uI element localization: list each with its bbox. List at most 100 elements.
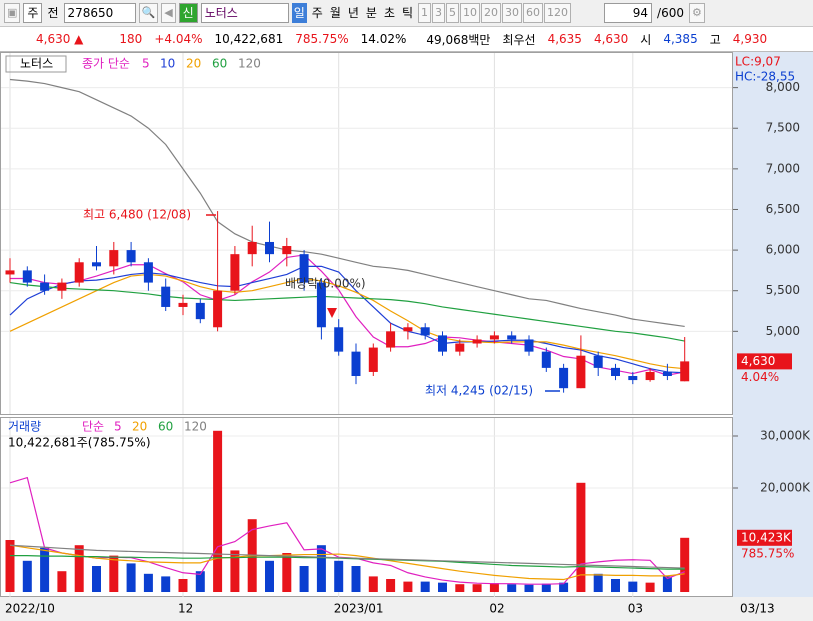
- volume-bar: [386, 579, 396, 593]
- annotation: 최저 4,245 (02/15): [425, 384, 533, 398]
- amount: 49,068백만: [426, 32, 491, 47]
- candle-body: [74, 262, 84, 283]
- volume-bar: [40, 547, 50, 593]
- candle-body: [472, 339, 482, 344]
- panel-title: 거래량: [8, 420, 41, 434]
- period-tab[interactable]: 분: [365, 6, 377, 20]
- period-tab[interactable]: 월: [329, 6, 341, 20]
- candle-body: [247, 241, 257, 255]
- bid: 4,630: [593, 32, 629, 46]
- y-tick-label: 6,500: [766, 202, 800, 216]
- candle-body: [489, 335, 499, 340]
- volume-bar: [368, 576, 378, 593]
- candle-body: [40, 282, 50, 291]
- turnover: 14.02%: [360, 32, 407, 46]
- volume-bar: [680, 537, 690, 593]
- legend-item: 20: [186, 57, 201, 71]
- volume-bar: [143, 573, 153, 593]
- ma-line: [9, 544, 685, 581]
- candle-body: [143, 262, 153, 283]
- last-price: 4,630: [741, 354, 775, 368]
- x-tick-label: 02: [489, 602, 504, 616]
- last-volume: 10,423K: [741, 530, 792, 544]
- icon[interactable]: ▣: [4, 3, 21, 23]
- period-tab[interactable]: 틱: [402, 6, 414, 20]
- ask: 4,635: [547, 32, 582, 46]
- last-change: 4.04%: [741, 370, 779, 384]
- period-button[interactable]: 10: [460, 3, 481, 23]
- period-tab[interactable]: 년: [347, 6, 359, 20]
- volume-bar: [334, 560, 344, 593]
- candle-body: [507, 335, 517, 340]
- period-button[interactable]: 5: [446, 3, 460, 23]
- candle-body: [5, 270, 15, 275]
- legend-item: 60: [212, 57, 227, 71]
- candle-body: [576, 355, 586, 389]
- ma-line: [9, 544, 685, 569]
- period-tab[interactable]: 일: [291, 3, 307, 23]
- candle-body: [593, 355, 603, 368]
- y-tick-label: 5,000: [766, 324, 800, 338]
- period-button[interactable]: 1: [418, 3, 432, 23]
- ma-line: [10, 254, 685, 376]
- lc-label: LC:9,07: [735, 55, 781, 69]
- period-tab[interactable]: 주: [311, 6, 323, 20]
- period-button[interactable]: 120: [544, 3, 572, 23]
- dropdown[interactable]: 주: [23, 3, 43, 23]
- period-button[interactable]: 60: [523, 3, 544, 23]
- candle-body: [109, 250, 119, 267]
- code-input[interactable]: 278650: [63, 3, 136, 23]
- volume-bar: [403, 581, 413, 593]
- x-tick-label: 2023/01: [334, 602, 384, 616]
- volume-bar: [455, 584, 465, 593]
- period-button[interactable]: 3: [432, 3, 446, 23]
- candle-body: [92, 262, 101, 267]
- volume-bar: [282, 553, 292, 593]
- legend-item: 20: [132, 420, 147, 434]
- candle-body: [455, 343, 465, 352]
- legend-title: 종가 단순: [82, 57, 130, 71]
- ma-line: [9, 273, 685, 370]
- volume-bar: [576, 482, 586, 593]
- volume: 10,422,681: [214, 32, 284, 46]
- candle-body: [611, 367, 620, 377]
- candle-body: [420, 327, 430, 336]
- candle-body: [299, 254, 309, 283]
- name-input[interactable]: 노터스: [200, 3, 289, 23]
- y-tick-label: 7,500: [766, 121, 800, 135]
- count-input[interactable]: 94: [604, 3, 653, 23]
- candle-body: [628, 376, 638, 381]
- candle-body: [368, 347, 378, 372]
- volume-bar: [213, 430, 223, 593]
- candle-body: [334, 327, 344, 352]
- volume-bar: [299, 566, 309, 593]
- annotation: 최고 6,480 (12/08): [83, 208, 191, 222]
- volume-bar: [628, 581, 638, 593]
- x-end-label: 03/13: [740, 602, 775, 616]
- candle-body: [126, 250, 136, 263]
- icon[interactable]: ⚙: [689, 3, 705, 23]
- y-tick-label: 6,000: [766, 243, 800, 257]
- candle-body: [351, 351, 361, 377]
- volume-bar: [57, 571, 67, 593]
- volume-box: [737, 529, 792, 546]
- volume-bar: [472, 584, 482, 593]
- volume-bar: [126, 563, 136, 593]
- y-tick-label: 5,500: [766, 283, 800, 297]
- candle-body: [645, 371, 655, 381]
- volume-bar: [489, 583, 499, 593]
- candle-body: [195, 302, 205, 320]
- sound[interactable]: ◀: [161, 3, 176, 23]
- change: 180: [119, 32, 143, 46]
- period-button[interactable]: 20: [481, 3, 502, 23]
- candle-body: [386, 331, 396, 348]
- period-button[interactable]: 30: [502, 3, 523, 23]
- candle-body: [541, 351, 551, 368]
- search[interactable]: 🔍: [138, 3, 159, 23]
- legend-item: 5: [142, 57, 150, 71]
- volume-bar: [507, 584, 517, 593]
- period-tab[interactable]: 초: [383, 6, 395, 20]
- volume-bar: [161, 576, 171, 593]
- candle-body: [438, 335, 447, 352]
